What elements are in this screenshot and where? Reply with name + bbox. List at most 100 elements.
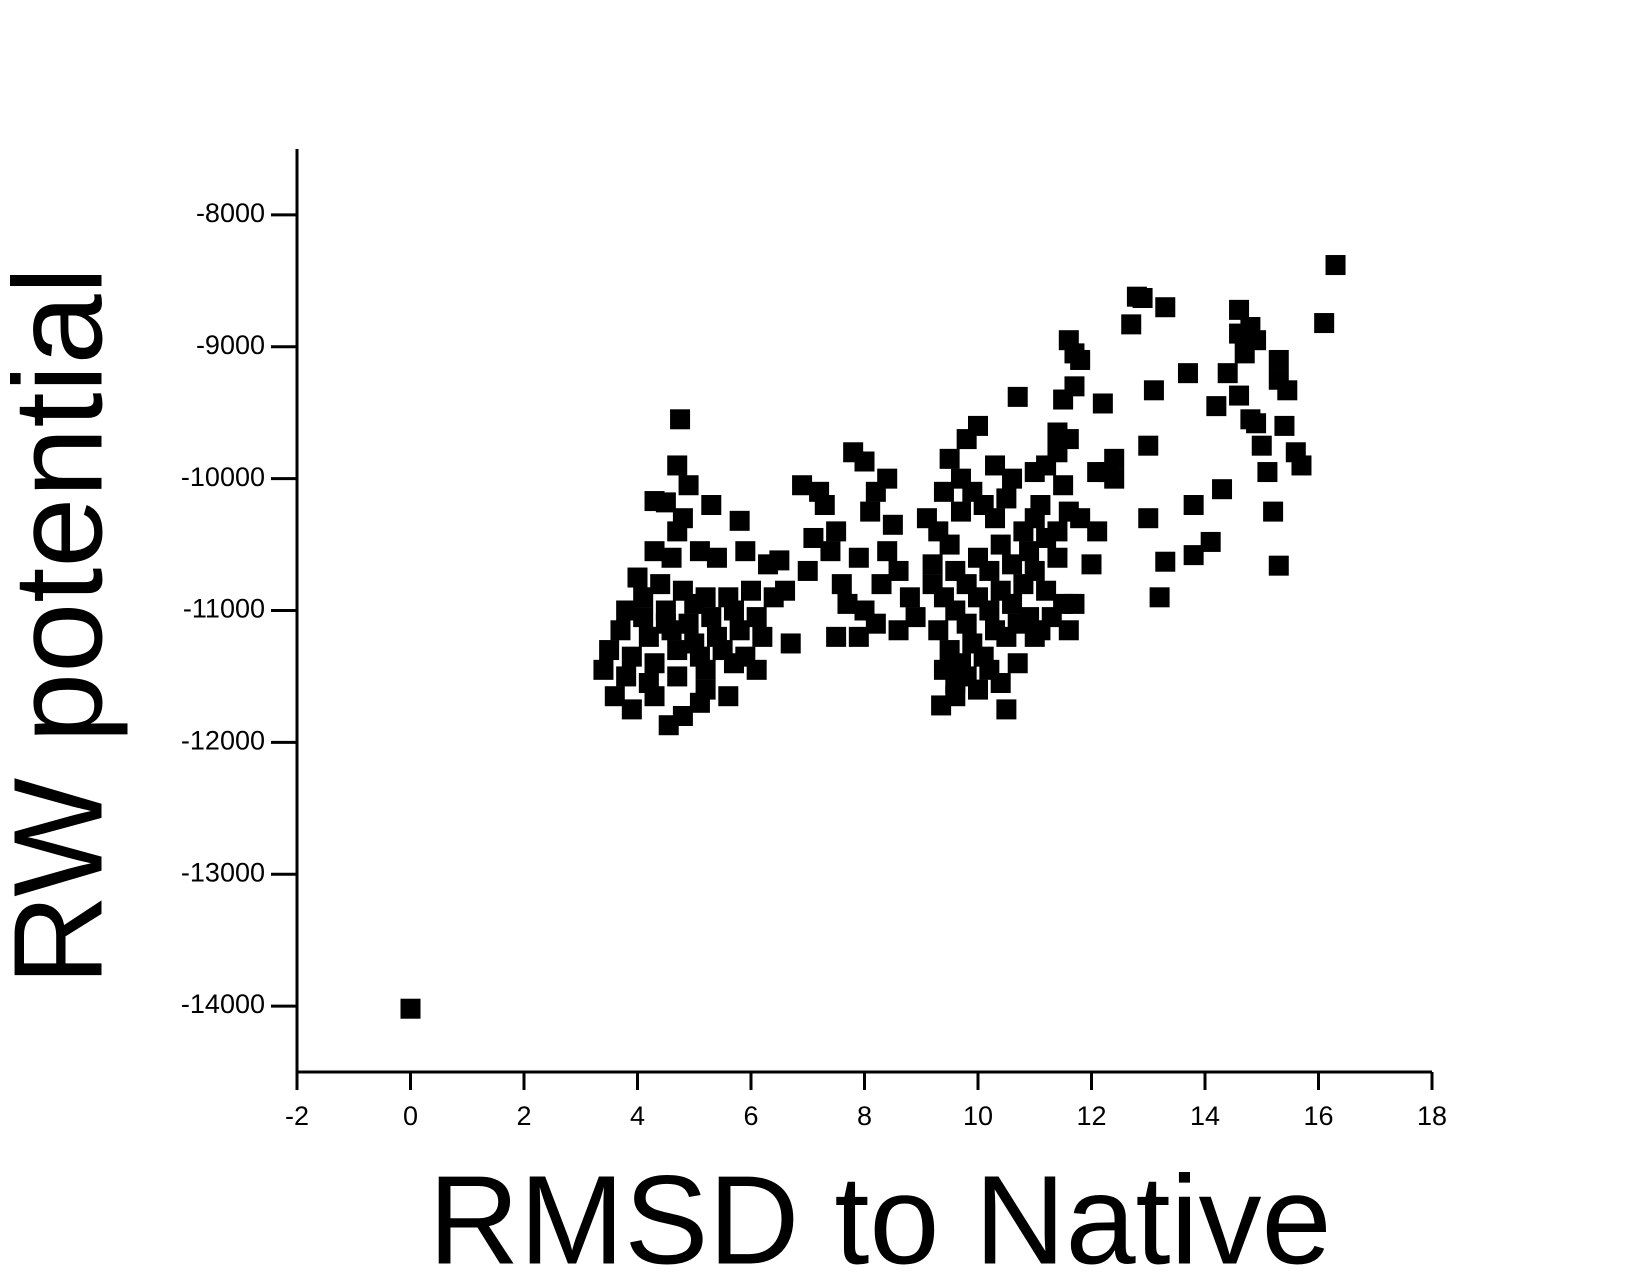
point bbox=[877, 468, 898, 489]
point bbox=[945, 686, 966, 707]
y-tick-label: -8000 bbox=[196, 198, 265, 228]
point bbox=[797, 560, 818, 581]
point bbox=[1064, 376, 1085, 397]
point bbox=[655, 613, 676, 634]
point bbox=[882, 514, 903, 535]
point bbox=[695, 679, 716, 700]
point bbox=[689, 541, 710, 562]
point bbox=[985, 508, 1006, 529]
point bbox=[1047, 422, 1068, 443]
point bbox=[1291, 455, 1312, 476]
point bbox=[701, 607, 722, 628]
point bbox=[780, 633, 801, 654]
point bbox=[1024, 462, 1045, 483]
point bbox=[775, 580, 796, 601]
y-tick-label: -13000 bbox=[181, 857, 265, 887]
point bbox=[1070, 508, 1091, 529]
x-tick-label: 6 bbox=[743, 1101, 758, 1131]
point bbox=[814, 495, 835, 516]
point bbox=[1138, 508, 1159, 529]
y-tick-label: -12000 bbox=[181, 725, 265, 755]
point bbox=[633, 607, 654, 628]
x-axis-title: RMSD to Native bbox=[428, 1149, 1331, 1275]
point bbox=[1024, 626, 1045, 647]
y-tick-label: -9000 bbox=[196, 330, 265, 360]
point bbox=[848, 547, 869, 568]
point bbox=[888, 560, 909, 581]
point bbox=[939, 448, 960, 469]
point bbox=[1019, 541, 1040, 562]
point bbox=[627, 567, 648, 588]
point bbox=[746, 659, 767, 680]
x-tick-label: 18 bbox=[1417, 1101, 1447, 1131]
point bbox=[860, 501, 881, 522]
point bbox=[1212, 479, 1233, 500]
point bbox=[1177, 363, 1198, 384]
point bbox=[684, 593, 705, 614]
point bbox=[1268, 555, 1289, 576]
point bbox=[899, 587, 920, 608]
point bbox=[1047, 521, 1068, 542]
x-tick-label: 14 bbox=[1190, 1101, 1220, 1131]
point bbox=[1257, 462, 1278, 483]
point bbox=[1149, 587, 1170, 608]
point bbox=[706, 547, 727, 568]
point bbox=[792, 475, 813, 496]
point bbox=[667, 455, 688, 476]
point bbox=[933, 481, 954, 502]
x-tick-label: 2 bbox=[516, 1101, 531, 1131]
point bbox=[752, 626, 773, 647]
point bbox=[968, 415, 988, 436]
point bbox=[939, 534, 960, 555]
point bbox=[678, 613, 699, 634]
x-tick-label: 10 bbox=[963, 1101, 993, 1131]
point bbox=[1002, 468, 1023, 489]
point bbox=[769, 550, 790, 571]
point bbox=[695, 659, 716, 680]
point bbox=[1087, 521, 1108, 542]
point bbox=[871, 574, 892, 595]
point bbox=[1132, 287, 1153, 308]
point bbox=[723, 653, 744, 674]
point bbox=[979, 600, 1000, 621]
x-tick-label: 12 bbox=[1076, 1101, 1106, 1131]
point bbox=[1274, 415, 1295, 436]
point bbox=[837, 593, 858, 614]
point bbox=[1053, 475, 1074, 496]
point bbox=[1104, 468, 1125, 489]
point bbox=[746, 607, 767, 628]
point bbox=[996, 488, 1017, 509]
x-tick-label: 4 bbox=[630, 1101, 645, 1131]
point bbox=[1121, 314, 1142, 335]
point bbox=[718, 686, 739, 707]
point bbox=[604, 686, 625, 707]
point bbox=[723, 600, 744, 621]
point bbox=[1047, 547, 1068, 568]
point bbox=[633, 587, 654, 608]
point bbox=[1155, 551, 1176, 572]
point bbox=[667, 521, 688, 542]
point bbox=[621, 646, 642, 667]
point bbox=[1325, 255, 1346, 276]
point bbox=[888, 620, 909, 641]
point bbox=[990, 673, 1011, 694]
point bbox=[1246, 330, 1267, 351]
point bbox=[968, 679, 988, 700]
point bbox=[644, 686, 665, 707]
point bbox=[1229, 299, 1250, 320]
point bbox=[865, 613, 886, 634]
point bbox=[1183, 545, 1204, 566]
point bbox=[1002, 593, 1023, 614]
point bbox=[644, 653, 665, 674]
point bbox=[1277, 380, 1298, 401]
point bbox=[1217, 363, 1238, 384]
point bbox=[803, 527, 824, 548]
point bbox=[1007, 653, 1028, 674]
point bbox=[1007, 386, 1028, 407]
y-axis-title: RW potential bbox=[0, 266, 128, 985]
point bbox=[701, 495, 722, 516]
x-tick-label: -2 bbox=[285, 1101, 309, 1131]
point bbox=[1314, 313, 1335, 334]
x-tick-label: 0 bbox=[403, 1101, 418, 1131]
